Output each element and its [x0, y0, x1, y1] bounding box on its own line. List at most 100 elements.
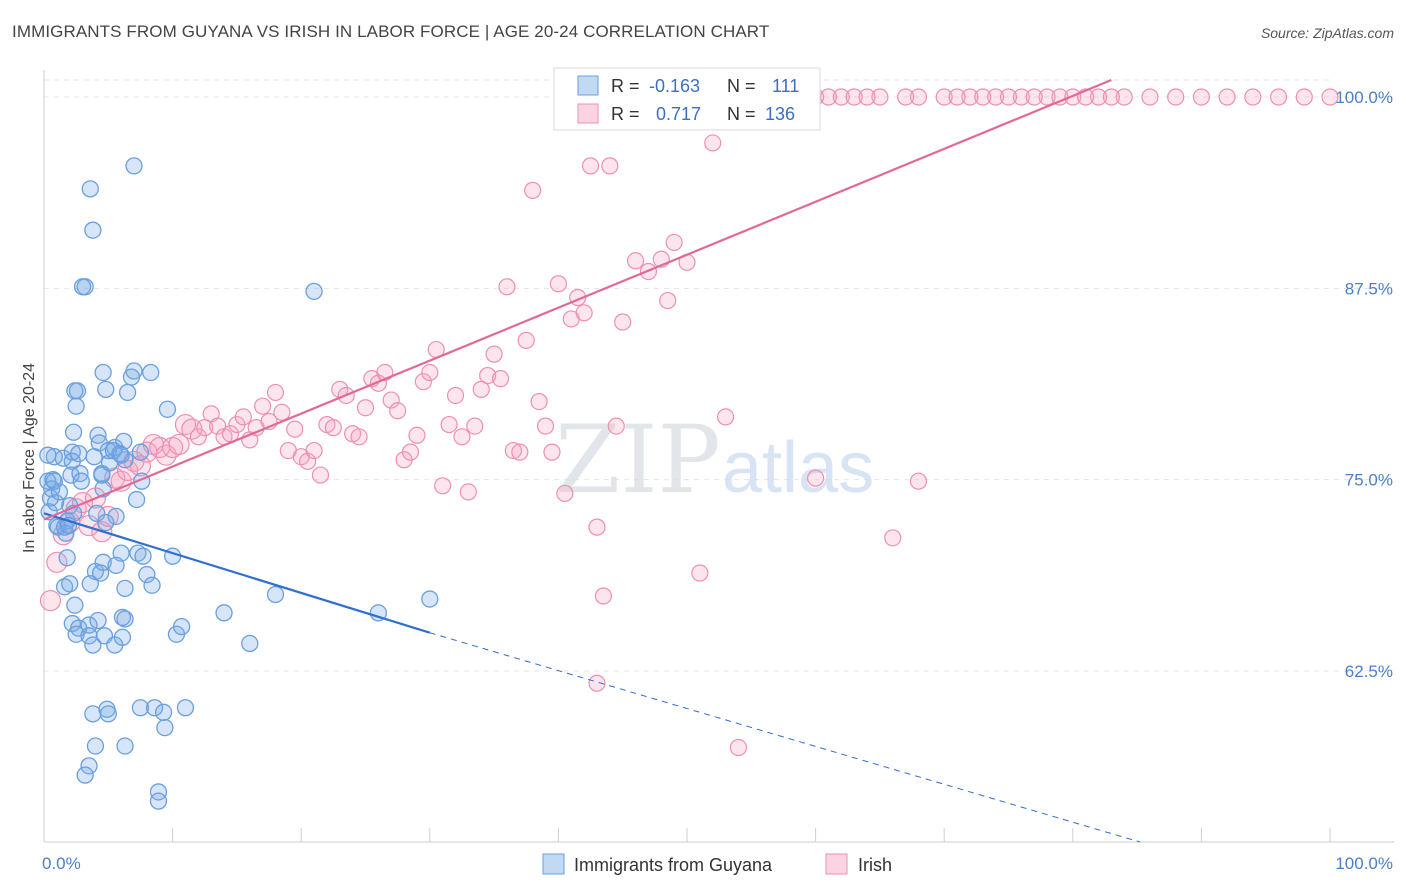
guyana-point	[421, 590, 439, 608]
y-axis-label: In Labor Force | Age 20-24	[21, 363, 38, 553]
guyana-point	[266, 585, 285, 604]
guyana-point	[94, 553, 112, 571]
x-tick-label-1: 100.0%	[1335, 854, 1393, 873]
axes	[43, 70, 1394, 843]
y-tick-label-1: 75.0%	[1345, 471, 1393, 490]
irish-point	[594, 587, 613, 605]
irish-point	[884, 529, 902, 547]
trend-line-guyana-extension	[429, 632, 1141, 843]
irish-point	[234, 408, 252, 426]
legend-swatch-irish	[825, 853, 848, 875]
guyana-point	[89, 611, 107, 630]
irish-point	[575, 304, 593, 322]
guyana-point	[305, 282, 323, 301]
guyana-point	[107, 507, 125, 526]
irish-point	[601, 157, 619, 175]
stats-r-label-blue: R =	[611, 76, 640, 96]
guyana-point	[46, 493, 65, 512]
irish-point	[556, 484, 574, 503]
trend-line-guyana	[43, 512, 431, 634]
guyana-point	[176, 699, 195, 717]
stats-swatch-blue	[577, 75, 599, 96]
guyana-point	[39, 446, 57, 464]
watermark-atlas: atlas	[722, 428, 874, 508]
irish-point	[1025, 88, 1043, 106]
guyana-point	[99, 705, 117, 723]
irish-point	[1218, 88, 1236, 106]
irish-point	[1167, 88, 1185, 106]
irish-point	[305, 441, 323, 460]
stats-r-value-blue: -0.163	[649, 76, 700, 96]
irish-point	[414, 373, 432, 391]
guyana-point	[127, 490, 146, 509]
irish-point	[832, 88, 850, 106]
source-label: Source: ZipAtlas.com	[1260, 25, 1394, 41]
irish-point	[588, 674, 606, 692]
guyana-point	[134, 547, 152, 565]
irish-point	[1141, 88, 1159, 106]
irish-point	[974, 88, 992, 106]
guyana-point	[88, 504, 106, 522]
irish-point	[819, 88, 838, 106]
irish-point	[459, 483, 477, 501]
irish-point	[382, 391, 400, 409]
irish-point	[453, 428, 471, 446]
irish-point	[659, 291, 677, 310]
guyana-point	[113, 628, 132, 646]
y-tick-label-3: 100.0%	[1335, 88, 1393, 107]
irish-point	[504, 441, 522, 460]
guyana-point	[45, 472, 63, 490]
irish-point	[581, 157, 600, 175]
irish-point	[440, 415, 458, 434]
irish-point	[466, 417, 484, 435]
guyana-point	[158, 400, 177, 418]
irish-point	[665, 233, 683, 252]
irish-point	[511, 443, 529, 461]
guyana-point	[154, 703, 173, 721]
irish-point	[491, 370, 510, 388]
irish-point	[254, 397, 272, 415]
tick-labels: 62.5% 75.0% 87.5% 100.0% 0.0% 100.0%	[42, 88, 1393, 873]
irish-point	[479, 366, 497, 385]
stats-n-value-blue: 111	[772, 76, 799, 96]
guyana-point	[215, 604, 233, 622]
irish-point	[46, 551, 68, 573]
series-guyana-points	[39, 157, 439, 810]
guyana-point	[107, 556, 125, 575]
guyana-point	[84, 221, 102, 239]
irish-point	[716, 408, 735, 426]
guyana-point	[113, 608, 132, 627]
irish-point	[806, 469, 825, 487]
legend: Immigrants from Guyana Irish	[542, 853, 892, 875]
guyana-point	[67, 397, 85, 415]
trend-line-irish	[43, 78, 1112, 521]
irish-point	[536, 417, 555, 435]
irish-point	[897, 88, 915, 106]
guyana-point	[41, 489, 60, 507]
irish-point	[626, 252, 645, 270]
stats-swatch-pink	[577, 103, 599, 124]
guyana-point	[369, 604, 388, 622]
guyana-point	[72, 472, 90, 490]
legend-swatch-guyana	[542, 853, 565, 875]
irish-point	[286, 420, 304, 438]
irish-point	[408, 426, 426, 444]
stats-r-label-pink: R =	[611, 104, 640, 124]
guyana-point	[54, 449, 72, 467]
irish-point	[266, 383, 285, 402]
guyana-point	[112, 446, 130, 464]
irish-point	[196, 419, 214, 437]
irish-point	[299, 452, 317, 470]
guyana-point	[55, 578, 74, 596]
irish-point	[543, 443, 561, 461]
watermark: ZIP atlas	[555, 406, 874, 515]
guyana-point	[143, 576, 161, 594]
guyana-point	[73, 278, 92, 296]
irish-point	[987, 88, 1005, 106]
irish-point	[1295, 88, 1313, 106]
guyana-point	[241, 634, 259, 653]
guyana-point	[172, 617, 191, 636]
irish-point	[356, 399, 375, 417]
irish-point	[517, 331, 535, 349]
